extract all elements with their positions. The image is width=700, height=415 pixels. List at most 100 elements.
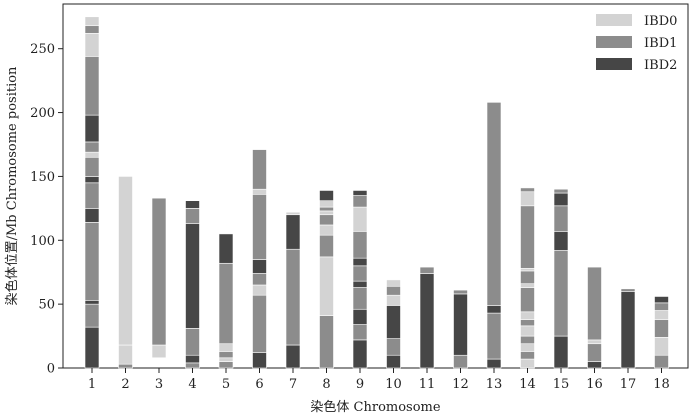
segment-ibd1 bbox=[185, 208, 200, 224]
bar-series bbox=[84, 16, 669, 369]
chromosome-bar-3 bbox=[151, 197, 167, 359]
y-tick-label: 50 bbox=[38, 298, 55, 313]
x-tick-label: 7 bbox=[289, 377, 297, 392]
segment-ibd0 bbox=[118, 344, 133, 365]
segment-ibd0 bbox=[386, 279, 401, 287]
segment-ibd1 bbox=[352, 231, 368, 259]
y-tick-label: 250 bbox=[30, 42, 55, 57]
segment-ibd1 bbox=[319, 214, 334, 226]
x-tick-label: 2 bbox=[121, 377, 129, 392]
x-axis-title: 染色体 Chromosome bbox=[310, 399, 440, 415]
segment-ibd1 bbox=[84, 222, 100, 301]
segment-ibd2 bbox=[185, 200, 200, 209]
x-tick-label: 15 bbox=[553, 377, 570, 392]
segment-ibd0 bbox=[118, 176, 133, 346]
segment-ibd1 bbox=[252, 273, 267, 286]
chromosome-bar-15 bbox=[553, 188, 569, 369]
segment-ibd1 bbox=[453, 354, 468, 369]
segment-ibd1 bbox=[386, 285, 401, 296]
segment-ibd1 bbox=[319, 234, 334, 258]
chromosome-bar-1 bbox=[84, 16, 100, 369]
segment-ibd1 bbox=[352, 287, 368, 310]
x-tick-label: 13 bbox=[486, 377, 503, 392]
segment-ibd1 bbox=[620, 288, 636, 292]
segment-ibd1 bbox=[587, 343, 602, 362]
segment-ibd2 bbox=[386, 354, 401, 369]
segment-ibd2 bbox=[654, 296, 669, 304]
segment-ibd1 bbox=[486, 102, 502, 306]
legend-label-ibd2: IBD2 bbox=[644, 58, 677, 73]
chromosome-bar-17 bbox=[620, 288, 636, 369]
segment-ibd1 bbox=[453, 289, 468, 295]
segment-ibd2 bbox=[84, 208, 100, 223]
segment-ibd1 bbox=[285, 248, 301, 346]
x-tick-label: 8 bbox=[322, 377, 330, 392]
x-tick-label: 3 bbox=[155, 377, 163, 392]
segment-ibd0 bbox=[319, 210, 334, 216]
chromosome-bar-10 bbox=[386, 279, 401, 369]
segment-ibd1 bbox=[386, 338, 401, 356]
chromosome-bar-14 bbox=[520, 187, 535, 369]
segment-ibd1 bbox=[84, 25, 100, 34]
segment-ibd1 bbox=[654, 302, 669, 311]
segment-ibd0 bbox=[84, 16, 100, 27]
segment-ibd1 bbox=[118, 363, 133, 369]
segment-ibd1 bbox=[84, 182, 100, 209]
segment-ibd1 bbox=[84, 141, 100, 153]
segment-ibd1 bbox=[252, 194, 267, 260]
segment-ibd1 bbox=[352, 195, 368, 208]
segment-ibd1 bbox=[319, 206, 334, 212]
segment-ibd0 bbox=[319, 200, 334, 208]
chromosome-bar-18 bbox=[654, 296, 669, 369]
segment-ibd2 bbox=[352, 190, 368, 196]
segment-ibd1 bbox=[553, 188, 569, 194]
legend-swatch-ibd0 bbox=[596, 14, 632, 26]
segment-ibd2 bbox=[252, 259, 267, 274]
segment-ibd2 bbox=[553, 335, 569, 369]
segment-ibd1 bbox=[654, 354, 669, 369]
segment-ibd0 bbox=[587, 339, 602, 345]
x-tick-label: 12 bbox=[452, 377, 469, 392]
y-tick-label: 100 bbox=[30, 234, 55, 249]
segment-ibd1 bbox=[520, 319, 535, 327]
segment-ibd2 bbox=[185, 354, 200, 364]
segment-ibd2 bbox=[419, 273, 435, 369]
segment-ibd1 bbox=[352, 265, 368, 282]
segment-ibd0 bbox=[520, 268, 535, 272]
x-axis: 1 2 3 4 5 6 7 8 9 10 11 12 13 14 15 16 17 18 bbox=[88, 368, 670, 392]
segment-ibd0 bbox=[319, 224, 334, 236]
segment-ibd0 bbox=[520, 191, 535, 207]
segment-ibd2 bbox=[486, 305, 502, 314]
segment-ibd1 bbox=[84, 56, 100, 116]
segment-ibd0 bbox=[252, 188, 267, 195]
segment-ibd2 bbox=[486, 358, 502, 369]
segment-ibd0 bbox=[84, 151, 100, 158]
segment-ibd1 bbox=[520, 335, 535, 345]
segment-ibd0 bbox=[84, 33, 100, 57]
segment-ibd2 bbox=[185, 223, 200, 329]
segment-ibd1 bbox=[218, 351, 234, 359]
segment-ibd2 bbox=[453, 293, 468, 356]
y-axis: 0 50 100 150 200 250 bbox=[30, 42, 63, 377]
segment-ibd1 bbox=[252, 149, 267, 190]
legend-swatch-ibd1 bbox=[596, 36, 632, 48]
segment-ibd1 bbox=[520, 351, 535, 360]
segment-ibd1 bbox=[218, 361, 234, 369]
segment-ibd2 bbox=[84, 114, 100, 143]
segment-ibd2 bbox=[285, 214, 301, 250]
x-tick-label: 4 bbox=[188, 377, 196, 392]
segment-ibd1 bbox=[520, 205, 535, 269]
legend-label-ibd0: IBD0 bbox=[644, 14, 677, 29]
chromosome-bar-2 bbox=[118, 176, 133, 369]
segment-ibd1 bbox=[520, 187, 535, 193]
segment-ibd2 bbox=[620, 291, 636, 369]
segment-ibd1 bbox=[587, 266, 602, 341]
segment-ibd2 bbox=[352, 339, 368, 369]
segment-ibd1 bbox=[352, 324, 368, 341]
segment-ibd0 bbox=[520, 343, 535, 352]
segment-ibd1 bbox=[84, 156, 100, 177]
segment-ibd2 bbox=[84, 300, 100, 305]
segment-ibd1 bbox=[486, 312, 502, 360]
segment-ibd2 bbox=[352, 280, 368, 288]
